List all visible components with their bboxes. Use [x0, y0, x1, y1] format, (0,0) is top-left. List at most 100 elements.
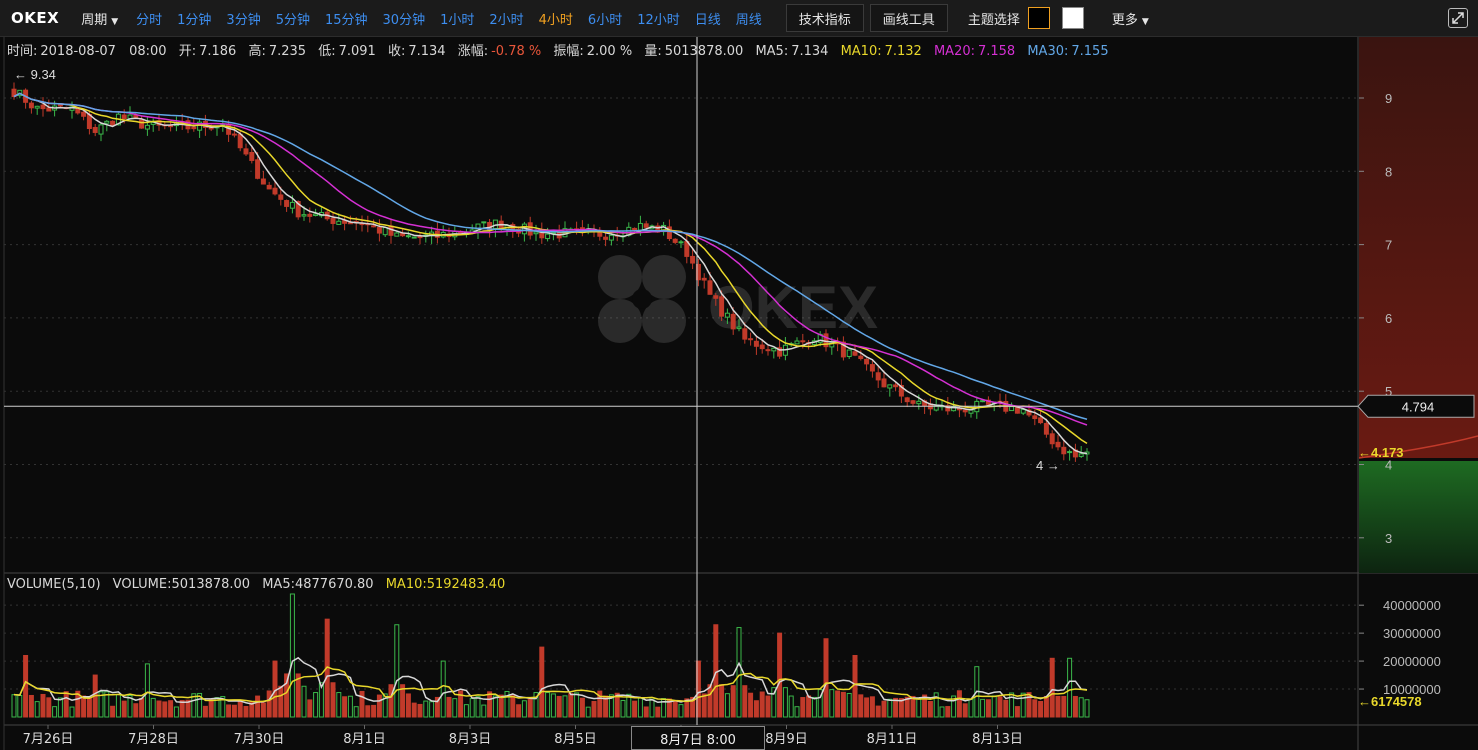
- period-dropdown[interactable]: 周期 ▼: [81, 9, 118, 28]
- volume-bar: [811, 696, 817, 718]
- volume-bar: [1067, 657, 1073, 718]
- ma-lines: [13, 92, 1088, 455]
- candle: [695, 258, 701, 287]
- period-tab-12h[interactable]: 12小时: [637, 12, 680, 28]
- volume-bar: [208, 699, 214, 718]
- period-tab-weekly[interactable]: 周线: [735, 12, 762, 28]
- volume-bar: [846, 692, 852, 718]
- volume-bar: [226, 704, 232, 718]
- x-tick-label: 8月1日: [343, 732, 386, 747]
- open-label: 开:: [178, 44, 197, 59]
- ma30-line: [13, 92, 1088, 420]
- period-tab-2h[interactable]: 2小时: [489, 12, 524, 28]
- volume-bar: [313, 692, 319, 718]
- volume-bar: [504, 690, 510, 718]
- expand-icon[interactable]: [1448, 8, 1468, 28]
- ma5-label: MA5:: [755, 44, 789, 59]
- candle: [881, 370, 887, 388]
- volume-bar: [353, 706, 359, 718]
- theme-dark-swatch[interactable]: [1027, 7, 1050, 29]
- volume-bar: [179, 700, 185, 718]
- ma20-line: [13, 92, 1088, 426]
- volume-bar: [748, 692, 754, 718]
- volume-bar: [266, 690, 272, 718]
- period-tab-timeline[interactable]: 分时: [136, 12, 163, 28]
- volume-bar: [875, 705, 881, 718]
- low-value: 7.091: [338, 44, 376, 59]
- volume-bar: [626, 693, 632, 718]
- time-label: 时间:: [7, 44, 38, 59]
- candle: [614, 226, 620, 242]
- volume-bar: [144, 663, 150, 718]
- time-value: 2018-08-07: [40, 44, 116, 59]
- caret-down-icon: ▼: [111, 16, 119, 27]
- volume-bar: [318, 682, 324, 718]
- candle: [771, 347, 777, 359]
- candle: [266, 181, 272, 190]
- amplitude-label: 振幅:: [553, 44, 584, 59]
- volume-bar: [498, 694, 504, 718]
- volume-bar: [835, 690, 841, 718]
- volume-bar: [719, 684, 725, 718]
- volume-bar: [806, 695, 812, 718]
- volume-bar: [63, 691, 69, 718]
- volume-bar: [608, 694, 614, 718]
- close-value: 7.134: [408, 44, 446, 59]
- period-tab-5min[interactable]: 5分钟: [275, 12, 310, 28]
- period-tab-4h[interactable]: 4小时: [538, 12, 573, 28]
- volume-bar: [75, 690, 81, 718]
- high-label: 高:: [248, 44, 266, 59]
- watermark-text: OKEX: [708, 274, 878, 341]
- period-tab-daily[interactable]: 日线: [694, 12, 721, 28]
- ma10-value: 7.132: [884, 44, 922, 59]
- volume-bar: [713, 624, 719, 718]
- volume-bar: [736, 627, 742, 718]
- volume-bar: [533, 692, 539, 718]
- candle: [40, 97, 46, 117]
- volume-bar: [985, 699, 991, 718]
- candle: [197, 119, 203, 138]
- candle: [608, 233, 614, 246]
- low-marker: 4 →: [1036, 458, 1060, 473]
- theme-label: 主题选择: [967, 12, 1020, 28]
- indicators-button[interactable]: 技术指标: [785, 4, 864, 32]
- price-tick-label: 7: [1385, 238, 1392, 253]
- candle: [556, 224, 562, 242]
- period-tab-30min[interactable]: 30分钟: [382, 12, 426, 28]
- period-tab-1h[interactable]: 1小时: [440, 12, 475, 28]
- volume-bar: [202, 705, 208, 718]
- volume-bar: [243, 705, 249, 718]
- volume-bar: [887, 698, 893, 718]
- period-tab-6h[interactable]: 6小时: [587, 12, 623, 28]
- candle: [597, 227, 603, 241]
- period-tab-3min[interactable]: 3分钟: [226, 12, 261, 28]
- volume-ma-lines: [13, 656, 1088, 705]
- amplitude-value: 2.00 %: [586, 44, 633, 59]
- period-tab-15min[interactable]: 15分钟: [324, 12, 368, 28]
- volume-bar: [574, 692, 580, 718]
- volume-bar: [951, 695, 957, 718]
- volume-bar: [916, 698, 922, 718]
- volume-bar: [272, 660, 278, 718]
- volume-bar: [823, 638, 829, 718]
- candle: [28, 100, 34, 114]
- volume-bar: [579, 697, 585, 718]
- volume-bar: [939, 706, 945, 718]
- drawing-tools-button[interactable]: 画线工具: [869, 4, 948, 32]
- price-tick-label: 3: [1385, 531, 1392, 546]
- volume-bar: [1055, 695, 1061, 718]
- volume-bar: [516, 704, 522, 718]
- candle: [156, 113, 162, 131]
- volume-bar: [637, 697, 643, 718]
- candle: [759, 339, 765, 354]
- volume-bar: [1078, 697, 1084, 718]
- volume-bar: [898, 698, 904, 718]
- volume-bar: [110, 705, 116, 718]
- more-dropdown[interactable]: 更多 ▼: [1112, 9, 1149, 28]
- period-tab-1min[interactable]: 1分钟: [177, 12, 212, 28]
- candle: [150, 118, 156, 132]
- candle: [846, 349, 852, 359]
- kline-chart[interactable]: OKEX 3 4 5 6 7 8 9 10000000 20000000 30000000 4000…: [0, 37, 1478, 750]
- theme-light-swatch[interactable]: [1061, 7, 1084, 29]
- volume-bar: [359, 690, 365, 718]
